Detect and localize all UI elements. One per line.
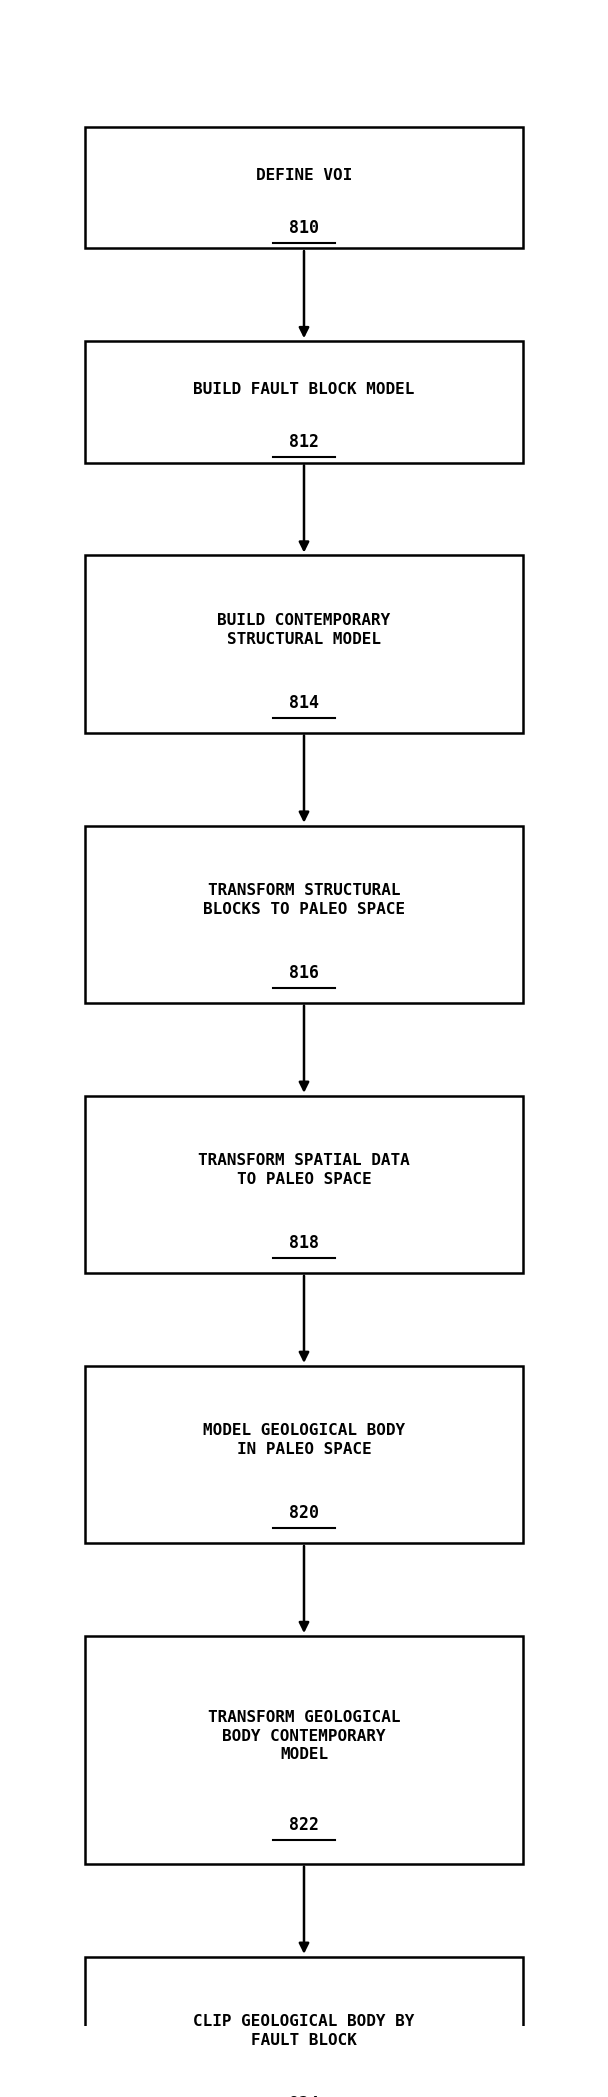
Text: 824: 824 bbox=[289, 2095, 319, 2097]
Text: TRANSFORM SPATIAL DATA
TO PALEO SPACE: TRANSFORM SPATIAL DATA TO PALEO SPACE bbox=[198, 1153, 410, 1187]
Text: 812: 812 bbox=[289, 432, 319, 451]
Text: 818: 818 bbox=[289, 1233, 319, 1252]
Text: BUILD CONTEMPORARY
STRUCTURAL MODEL: BUILD CONTEMPORARY STRUCTURAL MODEL bbox=[218, 612, 390, 646]
Text: 816: 816 bbox=[289, 965, 319, 981]
Text: 810: 810 bbox=[289, 218, 319, 237]
Text: 822: 822 bbox=[289, 1816, 319, 1835]
FancyBboxPatch shape bbox=[85, 126, 523, 247]
FancyBboxPatch shape bbox=[85, 826, 523, 1002]
FancyBboxPatch shape bbox=[85, 1365, 523, 1543]
Text: 820: 820 bbox=[289, 1504, 319, 1522]
FancyBboxPatch shape bbox=[85, 342, 523, 463]
Text: TRANSFORM GEOLOGICAL
BODY CONTEMPORARY
MODEL: TRANSFORM GEOLOGICAL BODY CONTEMPORARY M… bbox=[208, 1709, 400, 1761]
Text: MODEL GEOLOGICAL BODY
IN PALEO SPACE: MODEL GEOLOGICAL BODY IN PALEO SPACE bbox=[203, 1424, 405, 1457]
FancyBboxPatch shape bbox=[85, 1095, 523, 1273]
Text: TRANSFORM STRUCTURAL
BLOCKS TO PALEO SPACE: TRANSFORM STRUCTURAL BLOCKS TO PALEO SPA… bbox=[203, 883, 405, 916]
Text: CLIP GEOLOGICAL BODY BY
FAULT BLOCK: CLIP GEOLOGICAL BODY BY FAULT BLOCK bbox=[193, 2015, 415, 2049]
Text: DEFINE VOI: DEFINE VOI bbox=[256, 168, 352, 182]
FancyBboxPatch shape bbox=[85, 556, 523, 732]
FancyBboxPatch shape bbox=[85, 1636, 523, 1864]
FancyBboxPatch shape bbox=[85, 1957, 523, 2097]
Text: 814: 814 bbox=[289, 694, 319, 711]
Text: BUILD FAULT BLOCK MODEL: BUILD FAULT BLOCK MODEL bbox=[193, 382, 415, 396]
